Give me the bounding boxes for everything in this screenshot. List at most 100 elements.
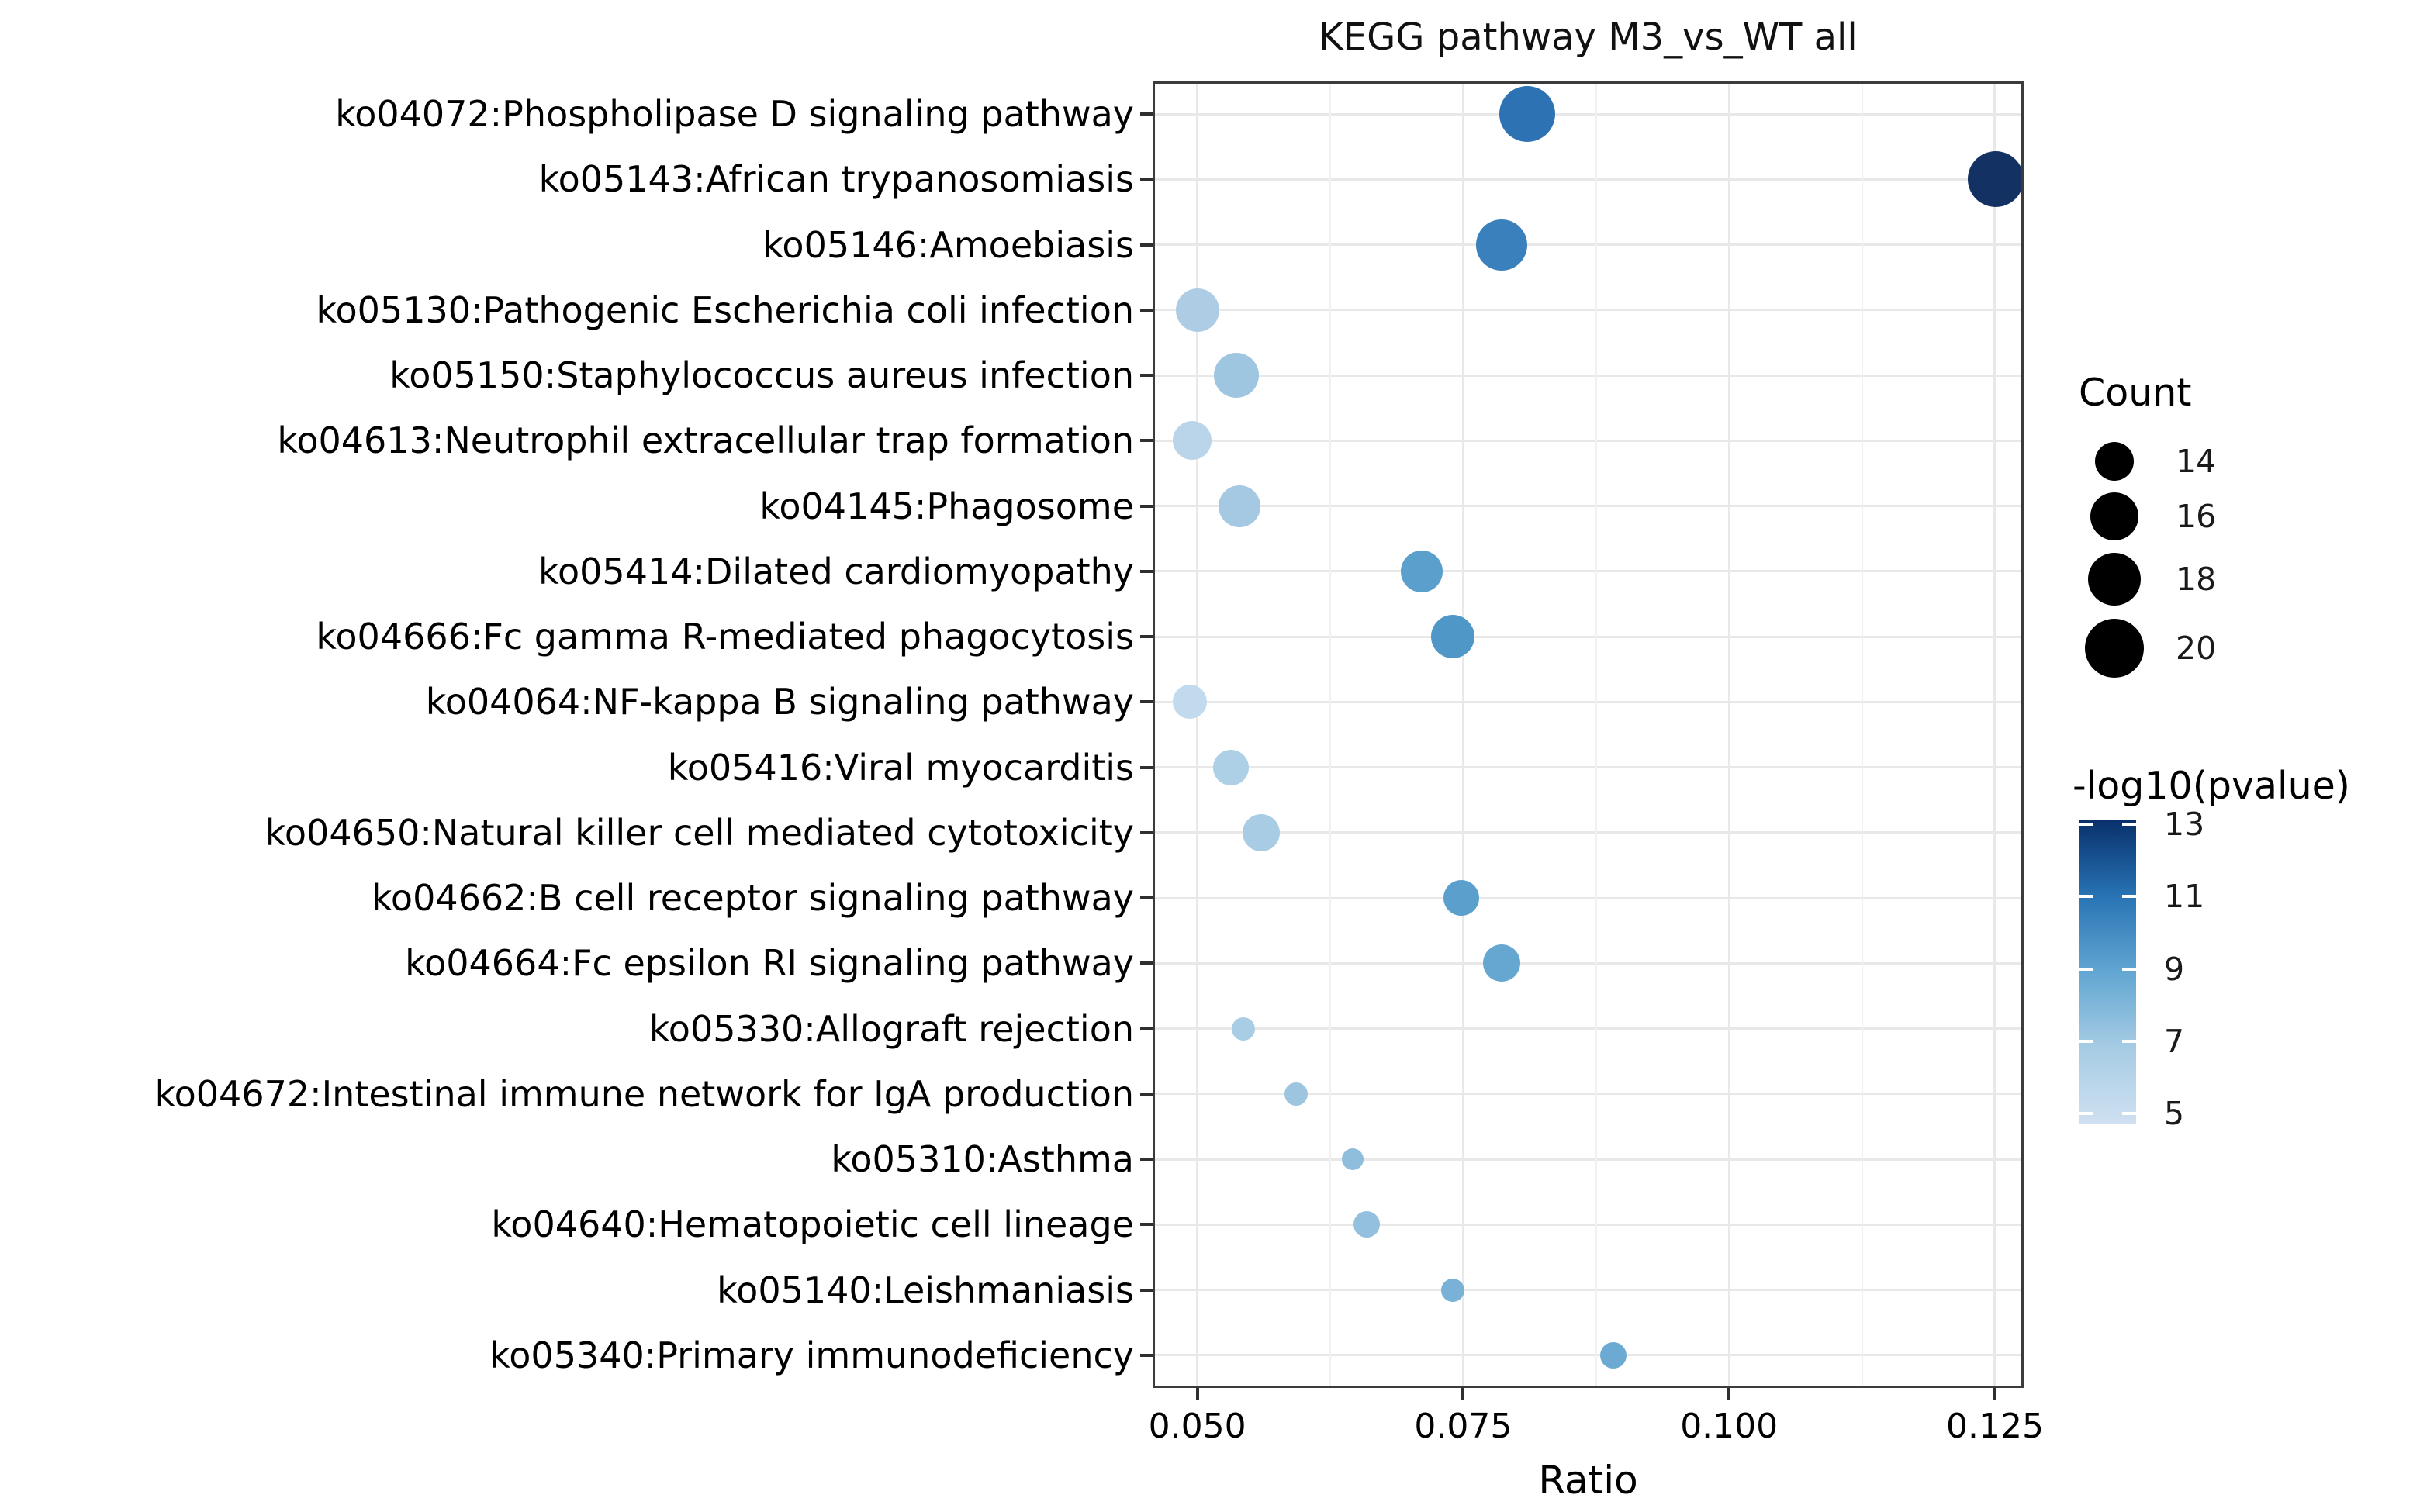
gridline-vertical-major: [1993, 81, 1996, 1388]
data-point: [1400, 550, 1443, 592]
size-legend-label: 16: [2176, 498, 2217, 535]
y-axis-label: ko04666:Fc gamma R-mediated phagocytosis: [316, 616, 1134, 658]
y-tick-mark: [1140, 700, 1153, 704]
y-tick-mark: [1140, 896, 1153, 900]
y-tick-mark: [1140, 1353, 1153, 1357]
y-tick-mark: [1140, 504, 1153, 508]
colorbar-tick-label: 13: [2164, 806, 2205, 844]
size-legend-title: Count: [2079, 371, 2192, 415]
colorbar-tick-dash: [2122, 1040, 2136, 1044]
y-axis-label: ko05130:Pathogenic Escherichia coli infe…: [316, 288, 1134, 331]
data-point: [1175, 288, 1219, 332]
data-point: [1475, 219, 1527, 271]
x-axis-title: Ratio: [1538, 1458, 1638, 1503]
colorbar-tick-dash: [2122, 823, 2136, 827]
colorbar-tick-dash: [2079, 823, 2093, 827]
gridline-horizontal: [1153, 1027, 2024, 1030]
y-tick-mark: [1140, 765, 1153, 769]
gridline-horizontal: [1153, 766, 2024, 769]
gridline-horizontal: [1153, 505, 2024, 508]
y-tick-mark: [1140, 635, 1153, 639]
colorbar-tick-label: 7: [2164, 1023, 2185, 1061]
gridline-horizontal: [1153, 1354, 2024, 1357]
y-axis-label: ko04145:Phagosome: [759, 485, 1134, 527]
y-axis-label: ko05416:Viral myocarditis: [667, 746, 1134, 789]
x-tick-label: 0.075: [1414, 1407, 1512, 1446]
y-axis-label: ko05143:African trypanosomiasis: [538, 158, 1134, 201]
data-point: [1219, 485, 1261, 527]
y-axis-label: ko05414:Dilated cardiomyopathy: [538, 550, 1134, 592]
y-tick-mark: [1140, 308, 1153, 312]
colorbar-tick-dash: [2122, 967, 2136, 971]
y-tick-mark: [1140, 961, 1153, 965]
data-point: [1341, 1148, 1364, 1171]
data-point: [1440, 1278, 1464, 1302]
gridline-vertical-major: [1196, 81, 1199, 1388]
y-tick-mark: [1140, 830, 1153, 834]
data-point: [1214, 353, 1260, 399]
gridline-vertical-major: [1461, 81, 1464, 1388]
gridline-horizontal: [1153, 1093, 2024, 1096]
y-tick-mark: [1140, 1027, 1153, 1030]
y-tick-mark: [1140, 1092, 1153, 1096]
data-point: [1599, 1341, 1627, 1369]
y-tick-mark: [1140, 112, 1153, 116]
colorbar-tick-label: 5: [2164, 1095, 2185, 1133]
gridline-vertical-minor: [1329, 81, 1331, 1388]
y-tick-mark: [1140, 178, 1153, 181]
gridline-vertical-minor: [1861, 81, 1863, 1388]
y-tick-mark: [1140, 374, 1153, 378]
size-legend-label: 18: [2176, 561, 2217, 598]
y-axis-label: ko04672:Intestinal immune network for Ig…: [154, 1072, 1134, 1115]
gridline-horizontal: [1153, 1223, 2024, 1226]
data-point: [1242, 813, 1280, 851]
y-axis-label: ko04613:Neutrophil extracellular trap fo…: [277, 419, 1134, 462]
y-tick-mark: [1140, 1223, 1153, 1227]
colorbar-tick-dash: [2079, 1040, 2093, 1044]
gridline-horizontal: [1153, 112, 2024, 116]
y-axis-label: ko05146:Amoebiasis: [762, 223, 1134, 266]
colorbar-tick-dash: [2079, 895, 2093, 899]
data-point: [1231, 1017, 1255, 1041]
data-point: [1172, 685, 1207, 720]
data-point: [1430, 615, 1474, 659]
y-axis-label: ko04650:Natural killer cell mediated cyt…: [264, 811, 1134, 854]
size-legend-dot: [2088, 553, 2141, 606]
y-axis-label: ko05330:Allograft rejection: [648, 1007, 1134, 1050]
gridline-vertical-major: [1727, 81, 1730, 1388]
size-legend-dot: [2095, 442, 2134, 481]
gridline-horizontal: [1153, 961, 2024, 965]
gridline-horizontal: [1153, 243, 2024, 247]
plot-panel: [1153, 81, 2024, 1388]
gridline-horizontal: [1153, 178, 2024, 181]
data-point: [1353, 1211, 1380, 1238]
gridline-horizontal: [1153, 831, 2024, 834]
y-axis-label: ko05150:Staphylococcus aureus infection: [389, 354, 1134, 397]
y-tick-mark: [1140, 1158, 1153, 1162]
data-point: [1499, 86, 1555, 143]
y-tick-mark: [1140, 243, 1153, 247]
y-axis-label: ko05340:Primary immunodeficiency: [489, 1334, 1134, 1376]
data-point: [1213, 749, 1250, 785]
colorbar-gradient: [2079, 820, 2136, 1124]
y-axis-label: ko04064:NF-kappa B signaling pathway: [425, 681, 1134, 723]
gridline-horizontal: [1153, 570, 2024, 573]
gridline-horizontal: [1153, 439, 2024, 442]
y-axis-label: ko05310:Asthma: [831, 1138, 1134, 1181]
colorbar-tick-dash: [2079, 1112, 2093, 1116]
size-legend-dot: [2090, 492, 2138, 540]
data-point: [1284, 1082, 1309, 1106]
x-tick-label: 0.050: [1148, 1407, 1246, 1446]
colorbar-tick-dash: [2122, 1112, 2136, 1116]
colorbar-tick-dash: [2079, 967, 2093, 971]
data-point: [1172, 421, 1212, 461]
gridline-horizontal: [1153, 309, 2024, 312]
data-point: [1968, 151, 2024, 208]
gridline-vertical-minor: [1595, 81, 1597, 1388]
data-point: [1443, 880, 1479, 917]
y-tick-mark: [1140, 439, 1153, 443]
gridline-horizontal: [1153, 896, 2024, 899]
gridline-horizontal: [1153, 700, 2024, 703]
gridline-horizontal: [1153, 1289, 2024, 1292]
gridline-horizontal: [1153, 374, 2024, 377]
